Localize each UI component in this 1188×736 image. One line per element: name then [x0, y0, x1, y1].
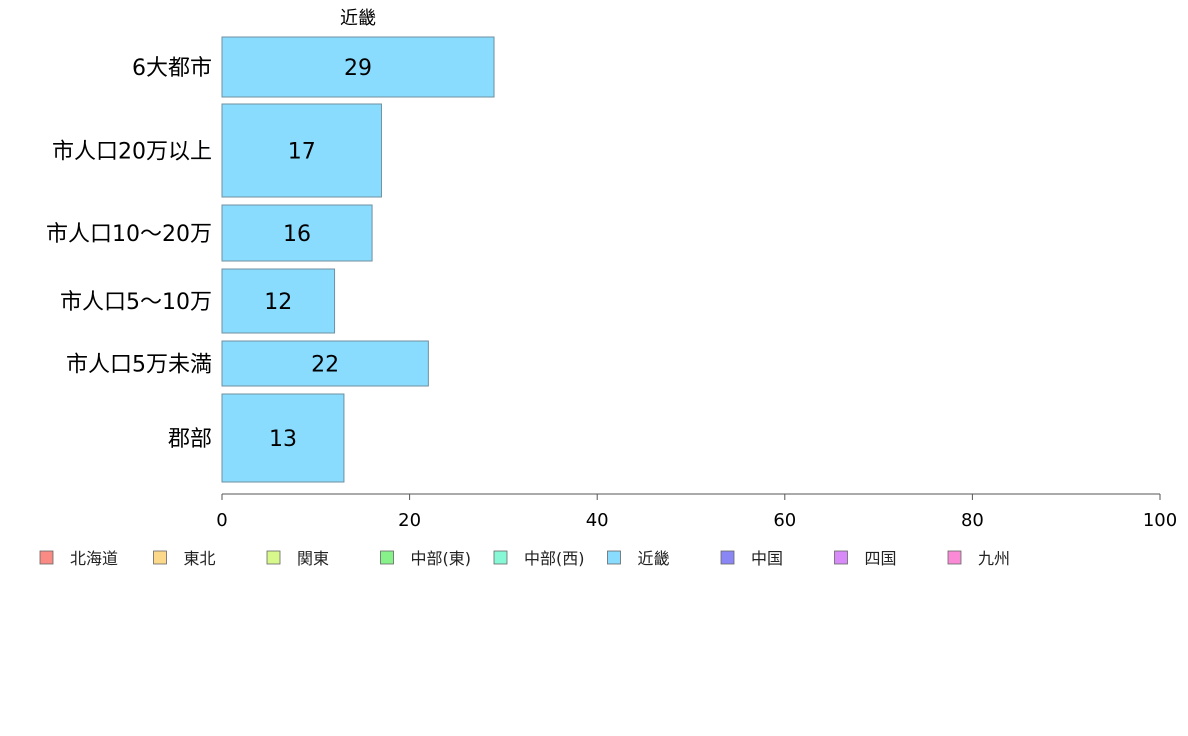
x-tick-label: 100 [1143, 510, 1177, 531]
category-label: 6大都市 [132, 56, 212, 81]
bar [221, 393, 345, 483]
category-label: 市人口5万未満 [66, 353, 212, 378]
bar-value-label: 13 [269, 427, 297, 452]
legend-label: 四国 [865, 549, 897, 568]
bar-value-label: 16 [283, 222, 311, 247]
bar [221, 204, 373, 262]
legend-label: 北海道 [70, 549, 118, 568]
legend-label: 九州 [978, 549, 1010, 568]
bar-value-label: 29 [344, 56, 372, 81]
category-label: 郡部 [168, 427, 212, 452]
legend-swatch [380, 550, 394, 565]
bar [221, 36, 495, 98]
bar [221, 340, 429, 387]
category-label: 市人口5〜10万 [60, 290, 212, 315]
legend-swatch [39, 550, 54, 565]
legend-label: 近畿 [638, 549, 670, 568]
category-label: 市人口10〜20万 [46, 222, 212, 247]
chart-title: 近畿 [340, 8, 376, 29]
legend: 北海道 東北 関東 中部(東) 中部(西) 近畿 中国 四国 九州 [39, 549, 1010, 568]
legend-swatch [834, 550, 848, 565]
legend-swatch [493, 550, 508, 565]
x-tick-label: 40 [586, 510, 609, 531]
x-tick-label: 0 [216, 510, 227, 531]
legend-label: 中国 [751, 549, 783, 568]
legend-swatch [266, 550, 281, 565]
x-axis: 0 20 40 60 80 100 [216, 493, 1177, 531]
legend-label: 中部(東) [411, 549, 472, 568]
legend-swatch [153, 550, 167, 565]
legend-swatch [947, 550, 962, 565]
x-tick-label: 80 [961, 510, 984, 531]
bars-group: 29 6大都市 17 市人口20万以上 16 市人口10〜20万 12 市人口5〜10万 22 市… [46, 36, 495, 483]
legend-swatch [607, 550, 621, 565]
legend-label: 中部(西) [524, 549, 585, 568]
x-tick-label: 60 [773, 510, 796, 531]
bar-value-label: 22 [311, 353, 339, 378]
category-label: 市人口20万以上 [52, 140, 212, 165]
legend-label: 東北 [184, 549, 216, 568]
legend-swatch [720, 550, 735, 565]
bar-value-label: 12 [264, 290, 292, 315]
bar [221, 268, 336, 334]
legend-label: 関東 [297, 549, 329, 568]
bar [221, 103, 382, 198]
bar-value-label: 17 [288, 140, 316, 165]
x-tick-label: 20 [398, 510, 421, 531]
